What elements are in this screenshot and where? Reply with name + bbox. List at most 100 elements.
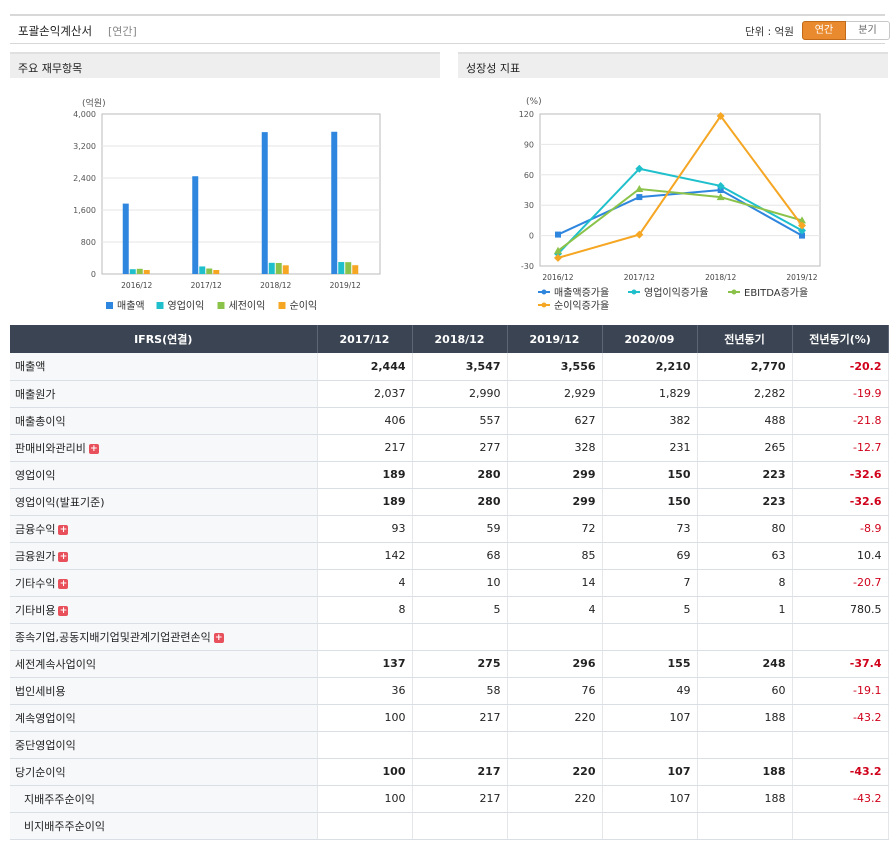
expand-plus-icon[interactable]: + [58, 551, 69, 562]
row-label: 영업이익 [15, 468, 56, 482]
point-3-2 [716, 112, 725, 121]
column-header: 2020/09 [602, 325, 698, 353]
y-tick-label: 800 [81, 238, 96, 247]
value-cell: -19.9 [792, 380, 889, 408]
row-label-cell: 중단영업이익 [10, 731, 318, 759]
expand-plus-icon[interactable]: + [58, 605, 69, 616]
row-label: 금융원가 [15, 549, 56, 563]
legend-label-3: 순이익증가율 [554, 300, 609, 312]
row-label-cell: 매출원가 [10, 380, 318, 408]
point-3-1 [635, 230, 644, 239]
value-cell: 142 [317, 542, 413, 570]
bar-2-1 [206, 268, 213, 274]
point-3-0 [554, 253, 562, 262]
x-tick-label: 2018/12 [260, 281, 291, 290]
value-cell: 59 [412, 515, 508, 543]
point-1-2 [716, 181, 725, 190]
row-label-cell: 기타수익 + [10, 569, 318, 597]
value-cell: 2,037 [317, 380, 413, 408]
row-label: 매출액 [15, 360, 46, 374]
value-cell: 10.4 [792, 542, 889, 570]
table-row: 법인세비용 36 58 76 49 60 -19.1 [10, 677, 889, 705]
financial-items-panel-header: 주요 재무항목 [10, 52, 440, 78]
x-tick-label: 2016/12 [542, 273, 573, 282]
value-cell: 1 [697, 596, 793, 624]
bar-2-0 [136, 268, 143, 274]
plot-area [539, 113, 821, 267]
value-cell: 217 [412, 758, 508, 786]
legend-swatch-3 [278, 302, 286, 309]
bar-0-3 [331, 131, 338, 274]
x-tick-label: 2017/12 [191, 281, 222, 290]
bar-3-0 [143, 270, 150, 274]
legend-label-1: 영업이익 [168, 299, 205, 312]
value-cell: -32.6 [792, 461, 889, 489]
legend-label-0: 매출액 [117, 300, 145, 312]
expand-plus-icon[interactable]: + [58, 578, 69, 589]
value-cell: 150 [602, 461, 698, 489]
table-header-row: IFRS(연결) 2017/12 2018/12 2019/12 2020/09 전년동기… [10, 325, 889, 353]
value-cell: 231 [602, 434, 698, 462]
value-cell: 780.5 [792, 596, 889, 624]
bar-1-3 [338, 262, 345, 274]
row-label: 중단영업이익 [15, 738, 76, 752]
point-1-3 [798, 226, 806, 235]
growth-panel-header: 성장성 지표 [458, 52, 888, 78]
x-tick-label: 2017/12 [624, 273, 655, 282]
point-2-0 [554, 246, 562, 254]
bar-1-1 [199, 266, 206, 274]
y-tick-label: 4,000 [73, 110, 96, 119]
value-cell: 5 [602, 596, 698, 624]
legend-label-0: 매출액증가율 [554, 287, 609, 299]
column-header: 전년동기 [697, 325, 793, 353]
value-cell: 382 [602, 407, 698, 435]
bar-3-2 [282, 265, 289, 274]
value-cell: 7 [602, 569, 698, 597]
point-0-3 [799, 232, 805, 239]
point-0-0 [555, 231, 561, 238]
value-cell: 36 [317, 677, 413, 705]
value-cell: 2,210 [602, 353, 698, 381]
y-tick-label: 60 [524, 171, 534, 180]
annual-toggle-button[interactable]: 연간 [802, 21, 846, 40]
value-cell: 2,929 [507, 380, 603, 408]
value-cell: 299 [507, 461, 603, 489]
expand-plus-icon[interactable]: + [213, 632, 224, 643]
value-cell [412, 812, 508, 840]
point-2-1 [635, 184, 644, 192]
y-tick-label: 120 [519, 110, 534, 119]
value-cell: 299 [507, 488, 603, 516]
table-row: 판매비와관리비 +217 277 328 231 265 -12.7 [10, 434, 889, 462]
expand-plus-icon[interactable]: + [88, 443, 99, 454]
value-cell: 93 [317, 515, 413, 543]
value-cell: 14 [507, 569, 603, 597]
legend-label-1: 영업이익증가율 [644, 286, 708, 299]
bar-0-1 [192, 176, 199, 274]
value-cell: 100 [317, 758, 413, 786]
value-cell: 1,829 [602, 380, 698, 408]
row-label: 매출원가 [15, 387, 56, 401]
bar-0-2 [261, 132, 268, 274]
row-label-cell: 영업이익 [10, 461, 318, 489]
value-cell [317, 731, 413, 759]
y-tick-label: 0 [529, 232, 534, 241]
growth-title: 성장성 지표 [466, 62, 521, 75]
value-cell: 223 [697, 488, 793, 516]
value-cell [792, 731, 889, 759]
quarter-toggle-button[interactable]: 분기 [846, 21, 890, 40]
value-cell [412, 623, 508, 651]
row-label-cell: 영업이익(발표기준) [10, 488, 318, 516]
series-line-2 [557, 187, 803, 252]
row-label-cell: 금융수익 + [10, 515, 318, 543]
x-tick-label: 2016/12 [121, 281, 152, 290]
value-cell: 557 [412, 407, 508, 435]
value-cell: 8 [317, 596, 413, 624]
row-label: 기타수익 [15, 576, 56, 590]
expand-plus-icon[interactable]: + [58, 524, 69, 535]
y-tick-label: 30 [524, 201, 534, 210]
y-tick-label: 3,200 [73, 142, 96, 151]
value-cell: 76 [507, 677, 603, 705]
value-cell: 277 [412, 434, 508, 462]
value-cell: 155 [602, 650, 698, 678]
value-cell: 58 [412, 677, 508, 705]
